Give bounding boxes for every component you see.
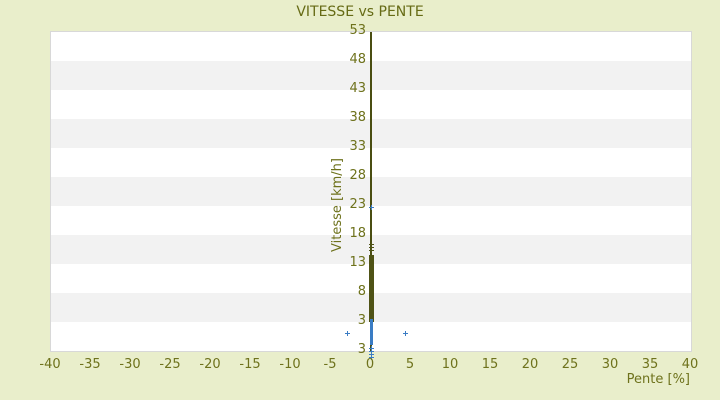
y-tick-label: 13 — [349, 255, 366, 270]
data-point-dense-cluster-olive — [368, 244, 374, 250]
x-tick-label: -35 — [79, 357, 101, 372]
data-segment-dense-cluster-olive — [368, 255, 374, 322]
y-tick-label: 3 — [357, 342, 366, 357]
x-axis-title: Pente [%] — [626, 372, 690, 387]
plot-area — [50, 31, 692, 361]
data-point-dense-cluster-olive — [368, 247, 374, 253]
data-segment-points-blue — [369, 319, 373, 346]
x-tick-label: 25 — [561, 357, 579, 372]
y-tick-label: 23 — [349, 197, 366, 212]
data-point-points-blue — [368, 351, 374, 357]
y-tick-label: 28 — [349, 168, 366, 183]
x-tick-label: 5 — [405, 357, 415, 372]
chart-title: VITESSE vs PENTE — [296, 4, 424, 20]
y-tick-label: 43 — [349, 81, 366, 96]
data-point-points-blue — [402, 331, 408, 337]
data-point-points-blue — [368, 205, 374, 211]
x-tick-label: 40 — [681, 357, 699, 372]
x-tick-label: -25 — [159, 357, 181, 372]
data-point-points-blue — [368, 345, 374, 351]
x-tick-label: 35 — [641, 357, 659, 372]
x-tick-label: -30 — [119, 357, 141, 372]
y-tick-label: 48 — [349, 52, 366, 67]
x-tick-label: 30 — [601, 357, 619, 372]
x-tick-label: -5 — [323, 357, 337, 372]
data-point-points-blue — [345, 331, 351, 337]
data-point-points-blue — [368, 355, 374, 361]
data-point-dense-cluster-olive — [368, 241, 374, 247]
x-tick-label: 10 — [441, 357, 459, 372]
y-tick-label: 38 — [349, 110, 366, 125]
x-tick-label: -40 — [39, 357, 61, 372]
y-axis-line — [370, 32, 372, 351]
y-tick-label: 18 — [349, 226, 366, 241]
y-tick-label: 33 — [349, 139, 366, 154]
x-tick-label: -15 — [239, 357, 261, 372]
y-tick-label: 53 — [349, 23, 366, 38]
x-tick-label: -20 — [199, 357, 221, 372]
x-tick-label: 20 — [521, 357, 539, 372]
x-tick-label: 15 — [481, 357, 499, 372]
x-tick-label: 0 — [365, 357, 375, 372]
data-point-points-blue — [368, 348, 374, 354]
y-tick-label: 8 — [357, 284, 366, 299]
x-tick-label: -10 — [279, 357, 301, 372]
y-tick-label: 3 — [357, 313, 366, 328]
